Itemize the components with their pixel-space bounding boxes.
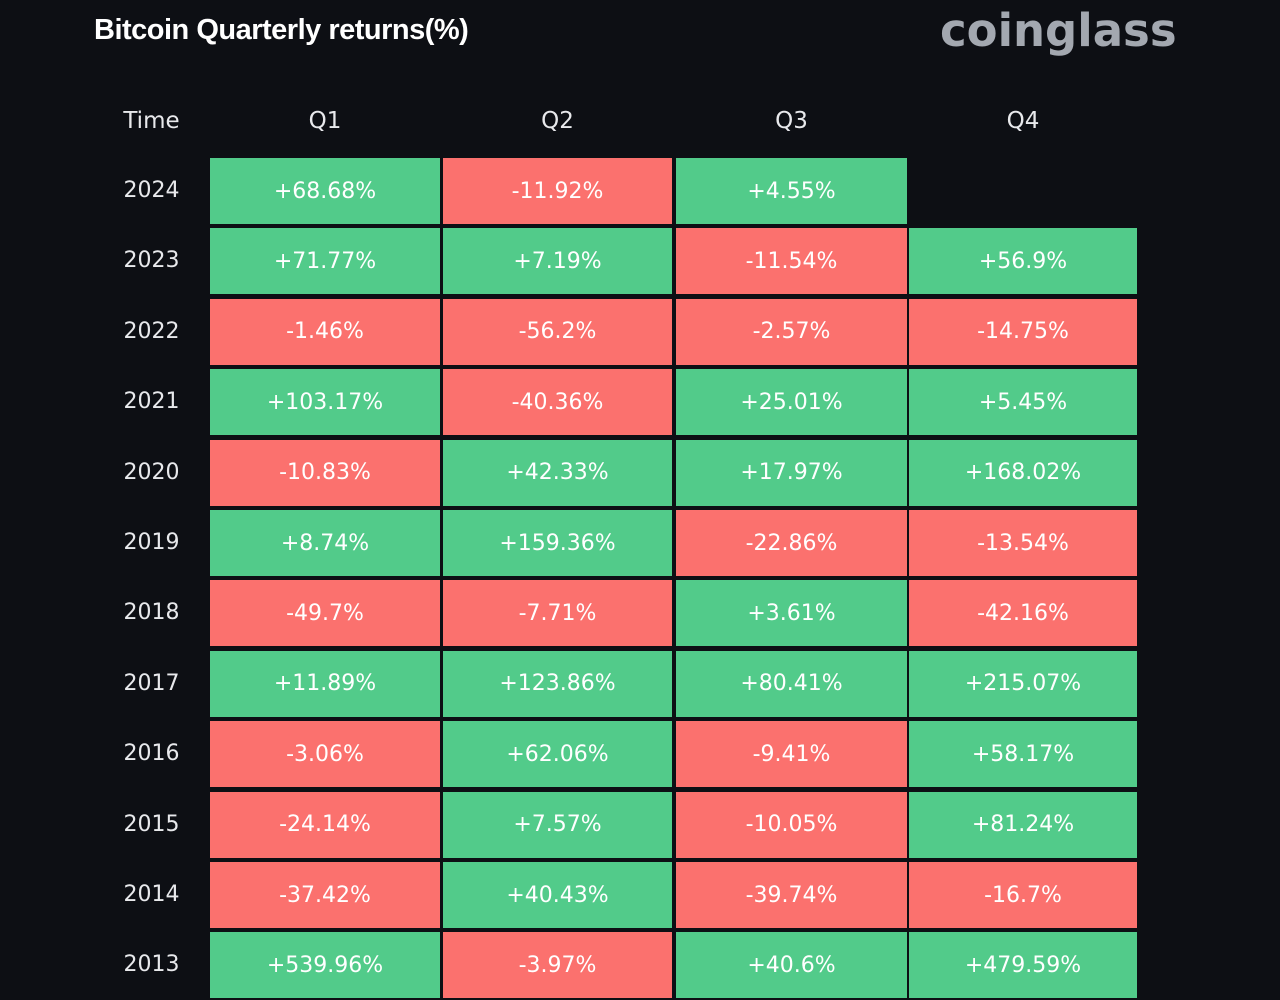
return-cell-2021-q1: +103.17% <box>210 369 440 436</box>
row-label-year: 2021 <box>123 389 180 415</box>
return-cell-2017-q4: +215.07% <box>909 650 1137 717</box>
return-cell-2022-q4: -14.75% <box>909 298 1137 365</box>
return-cell-2024-q3: +4.55% <box>676 158 907 224</box>
return-cell-2017-q2: +123.86% <box>443 650 672 717</box>
return-cell-2014-q3: -39.74% <box>676 862 907 928</box>
return-cell-2018-q4: -42.16% <box>909 580 1137 647</box>
return-cell-2023-q2: +7.19% <box>443 228 672 295</box>
return-cell-2017-q3: +80.41% <box>676 650 907 717</box>
row-label-year: 2018 <box>123 600 180 626</box>
row-label-year: 2017 <box>123 670 180 696</box>
row-label-year: 2016 <box>123 741 180 767</box>
return-cell-2018-q2: -7.71% <box>443 580 672 647</box>
return-cell-2022-q2: -56.2% <box>443 298 672 365</box>
return-cell-2016-q1: -3.06% <box>210 721 440 788</box>
coinglass-logo: coinglass <box>940 4 1177 57</box>
return-cell-2016-q3: -9.41% <box>676 721 907 788</box>
return-cell-2015-q1: -24.14% <box>210 791 440 858</box>
chart-title: Bitcoin Quarterly returns(%) <box>94 14 469 46</box>
row-label-year: 2020 <box>123 459 180 485</box>
return-cell-2020-q3: +17.97% <box>676 439 907 506</box>
return-cell-2024-q2: -11.92% <box>443 158 672 224</box>
row-label-year: 2023 <box>123 248 180 274</box>
column-header-time: Time <box>123 108 180 134</box>
return-cell-2015-q4: +81.24% <box>909 791 1137 858</box>
row-label-year: 2013 <box>123 952 180 978</box>
row-label-year: 2014 <box>123 882 180 907</box>
row-label-year: 2019 <box>123 530 180 555</box>
column-header-q2: Q2 <box>541 108 574 134</box>
return-cell-2014-q2: +40.43% <box>443 862 672 928</box>
column-header-q1: Q1 <box>308 108 342 134</box>
return-cell-2019-q4: -13.54% <box>909 510 1137 576</box>
return-cell-2013-q1: +539.96% <box>210 932 440 999</box>
return-cell-2022-q3: -2.57% <box>676 298 907 365</box>
return-cell-2022-q1: -1.46% <box>210 298 440 365</box>
return-cell-2023-q1: +71.77% <box>210 228 440 295</box>
return-cell-2018-q3: +3.61% <box>676 580 907 647</box>
row-label-year: 2015 <box>123 811 180 837</box>
return-cell-2021-q4: +5.45% <box>909 369 1137 436</box>
return-cell-2014-q4: -16.7% <box>909 862 1137 928</box>
return-cell-2023-q4: +56.9% <box>909 228 1137 295</box>
return-cell-2015-q3: -10.05% <box>676 791 907 858</box>
return-cell-2020-q2: +42.33% <box>443 439 672 506</box>
return-cell-2013-q4: +479.59% <box>909 932 1137 999</box>
return-cell-2021-q2: -40.36% <box>443 369 672 436</box>
return-cell-2018-q1: -49.7% <box>210 580 440 647</box>
return-cell-2021-q3: +25.01% <box>676 369 907 436</box>
return-cell-2016-q4: +58.17% <box>909 721 1137 788</box>
return-cell-2014-q1: -37.42% <box>210 862 440 928</box>
return-cell-2019-q2: +159.36% <box>443 510 672 576</box>
row-label-year: 2022 <box>123 318 180 344</box>
return-cell-2016-q2: +62.06% <box>443 721 672 788</box>
return-cell-2017-q1: +11.89% <box>210 650 440 717</box>
return-cell-2019-q1: +8.74% <box>210 510 440 576</box>
return-cell-2023-q3: -11.54% <box>676 228 907 295</box>
column-header-q4: Q4 <box>1006 108 1040 134</box>
return-cell-2013-q2: -3.97% <box>443 932 672 999</box>
return-cell-2015-q2: +7.57% <box>443 791 672 858</box>
return-cell-2024-q1: +68.68% <box>210 158 440 224</box>
return-cell-2020-q4: +168.02% <box>909 439 1137 506</box>
return-cell-2013-q3: +40.6% <box>676 932 907 999</box>
return-cell-2019-q3: -22.86% <box>676 510 907 576</box>
column-header-q3: Q3 <box>775 108 808 134</box>
row-label-year: 2024 <box>123 178 180 203</box>
return-cell-2020-q1: -10.83% <box>210 439 440 506</box>
